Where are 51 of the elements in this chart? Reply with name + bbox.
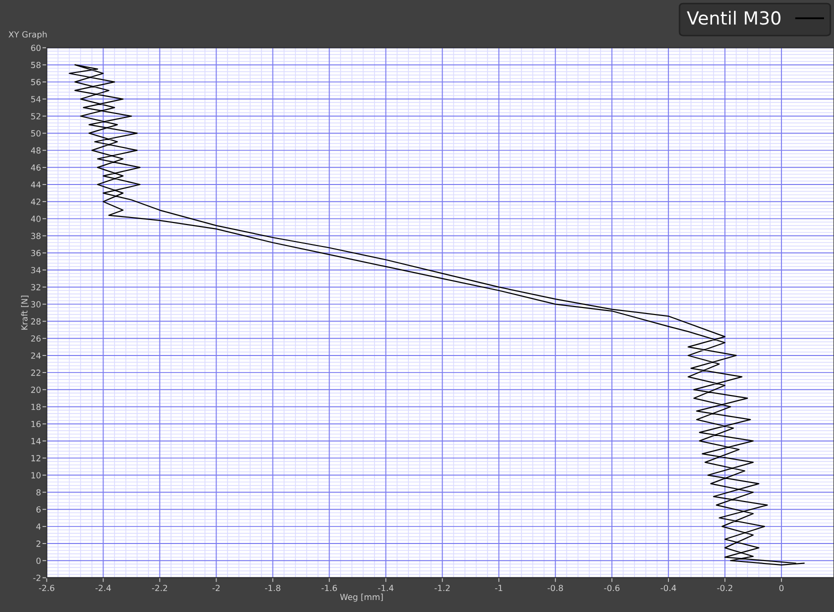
y-tick-label: 28 [31,318,41,325]
y-tick-label: 58 [31,62,41,68]
x-tick-label: -2 [212,584,220,592]
legend-label: Ventil M30 [686,10,780,25]
x-axis-title: Weg [mm] [340,594,383,602]
y-tick-label: 4 [36,524,41,530]
y-tick-label: 36 [31,250,41,256]
y-tick-label: 34 [31,266,41,274]
y-tick-label: 38 [31,232,41,240]
x-tick-label: -1.4 [378,584,394,592]
y-tick-label: 20 [31,386,41,393]
y-tick-label: 14 [31,438,41,444]
x-tick-label: -0.4 [660,584,676,592]
y-tick-label: 40 [30,216,41,222]
y-tick-label: 44 [30,182,41,188]
y-tick-label: 10 [31,472,41,478]
y-tick-label: 54 [31,96,41,102]
x-tick-label: -0.6 [604,584,620,592]
y-tick-label: 26 [31,335,41,342]
y-tick-label: 30 [31,301,41,308]
x-tick-label: -0.8 [548,584,563,592]
y-tick-label: 24 [31,352,41,359]
y-axis-title: Kraft [N] [21,296,29,330]
x-tick-label: 0 [779,584,784,592]
x-tick-label: -0.2 [717,584,732,592]
y-tick-label: 8 [36,489,41,496]
y-tick-label: 2 [36,540,40,547]
y-tick-label: 52 [31,113,40,120]
line-series [68,64,805,566]
x-tick-label: -1 [495,584,502,592]
x-tick-label: -2.2 [152,584,168,592]
y-tick-label: -2 [33,574,40,581]
x-tick-label: -2.4 [96,584,111,592]
x-tick-label: -2.6 [38,584,54,592]
y-tick-label: 6 [36,506,41,513]
y-tick-label: 56 [31,78,41,86]
y-tick-label: 22 [31,370,40,376]
chart-title: XY Graph [8,31,47,40]
y-tick-label: 48 [30,147,41,154]
y-tick-label: 12 [31,455,40,462]
y-tick-label: 60 [31,44,41,52]
x-tick-label: -1.2 [434,584,450,592]
x-tick-label: -1.6 [322,584,337,592]
y-tick-label: 32 [31,284,40,290]
y-tick-label: 50 [31,130,41,137]
y-tick-label: 16 [31,420,41,428]
y-tick-label: 0 [36,558,41,564]
y-tick-label: 42 [30,198,40,205]
x-tick-label: -1.8 [265,584,280,592]
y-tick-label: 46 [30,164,41,171]
y-tick-label: 18 [31,404,41,410]
